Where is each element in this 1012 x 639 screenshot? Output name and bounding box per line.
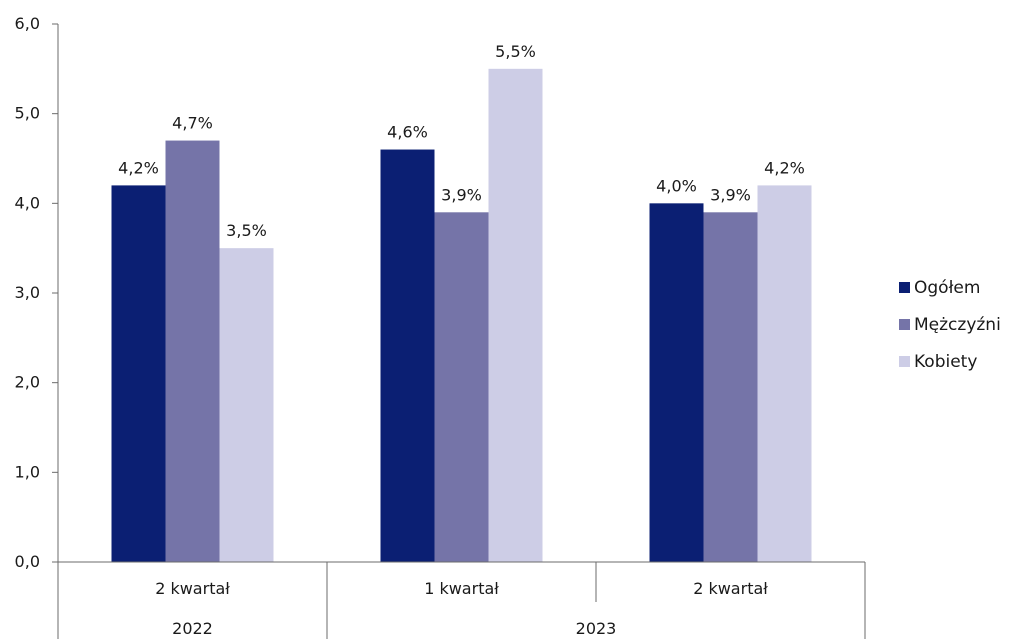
legend-swatch <box>899 356 910 367</box>
data-label: 3,9% <box>441 185 482 204</box>
legend: Ogółem Mężczyźni Kobiety <box>899 278 1001 372</box>
data-labels: 4,2% 4,7% 3,5% 4,6% 3,9% 5,5% 4,0% 3,9% 4,2% <box>118 42 805 240</box>
bar <box>434 212 489 563</box>
x-category-label: 2 kwartał <box>155 579 230 598</box>
legend-swatch <box>899 319 910 330</box>
y-tick-label: 3,0 <box>15 283 40 302</box>
x-axis: 2 kwartał 1 kwartał 2 kwartał 2022 2023 <box>58 561 866 639</box>
y-tick-label: 6,0 <box>15 14 40 33</box>
bar <box>703 212 758 563</box>
y-tick-label: 4,0 <box>15 193 40 212</box>
data-label: 4,2% <box>118 158 159 177</box>
data-label: 4,7% <box>172 114 213 133</box>
y-tick-label: 1,0 <box>15 462 40 481</box>
x-category-label: 2 kwartał <box>693 579 768 598</box>
bar <box>111 185 166 562</box>
data-label: 4,2% <box>764 158 805 177</box>
legend-label: Ogółem <box>914 278 980 298</box>
legend-label: Kobiety <box>914 352 977 372</box>
bar <box>380 149 435 563</box>
data-label: 5,5% <box>495 42 536 61</box>
bar <box>219 248 274 562</box>
bar <box>165 140 220 563</box>
y-tick-label: 0,0 <box>15 552 40 571</box>
data-label: 3,5% <box>226 221 267 240</box>
bar <box>649 203 704 563</box>
x-group-label: 2022 <box>172 619 213 638</box>
bar <box>488 68 543 562</box>
bars <box>111 68 812 563</box>
x-group-label: 2023 <box>576 619 617 638</box>
data-label: 4,6% <box>387 123 428 142</box>
y-tick-label: 2,0 <box>15 373 40 392</box>
y-tick-label: 5,0 <box>15 104 40 123</box>
data-label: 3,9% <box>710 185 751 204</box>
data-label: 4,0% <box>656 176 697 195</box>
x-category-label: 1 kwartał <box>424 579 499 598</box>
legend-swatch <box>899 282 910 293</box>
axes: 0,0 1,0 2,0 3,0 4,0 5,0 6,0 <box>15 14 59 639</box>
legend-label: Mężczyźni <box>914 315 1001 335</box>
bar <box>757 185 812 562</box>
